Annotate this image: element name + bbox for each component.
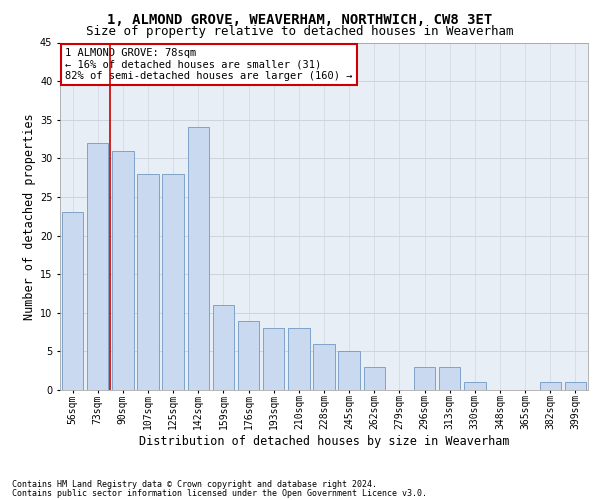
Text: Contains HM Land Registry data © Crown copyright and database right 2024.: Contains HM Land Registry data © Crown c… — [12, 480, 377, 489]
Bar — [565, 382, 586, 390]
Bar — [238, 320, 259, 390]
Bar — [539, 382, 561, 390]
Bar — [313, 344, 335, 390]
Bar — [163, 174, 184, 390]
Bar — [414, 367, 435, 390]
Y-axis label: Number of detached properties: Number of detached properties — [23, 113, 35, 320]
X-axis label: Distribution of detached houses by size in Weaverham: Distribution of detached houses by size … — [139, 435, 509, 448]
Bar — [288, 328, 310, 390]
Bar — [188, 128, 209, 390]
Text: Contains public sector information licensed under the Open Government Licence v3: Contains public sector information licen… — [12, 488, 427, 498]
Text: 1 ALMOND GROVE: 78sqm
← 16% of detached houses are smaller (31)
82% of semi-deta: 1 ALMOND GROVE: 78sqm ← 16% of detached … — [65, 48, 353, 81]
Bar — [338, 352, 360, 390]
Bar — [364, 367, 385, 390]
Bar — [439, 367, 460, 390]
Bar — [137, 174, 158, 390]
Text: Size of property relative to detached houses in Weaverham: Size of property relative to detached ho… — [86, 25, 514, 38]
Bar — [112, 150, 134, 390]
Bar — [213, 305, 234, 390]
Bar — [263, 328, 284, 390]
Bar — [62, 212, 83, 390]
Bar — [87, 143, 109, 390]
Text: 1, ALMOND GROVE, WEAVERHAM, NORTHWICH, CW8 3ET: 1, ALMOND GROVE, WEAVERHAM, NORTHWICH, C… — [107, 12, 493, 26]
Bar — [464, 382, 485, 390]
